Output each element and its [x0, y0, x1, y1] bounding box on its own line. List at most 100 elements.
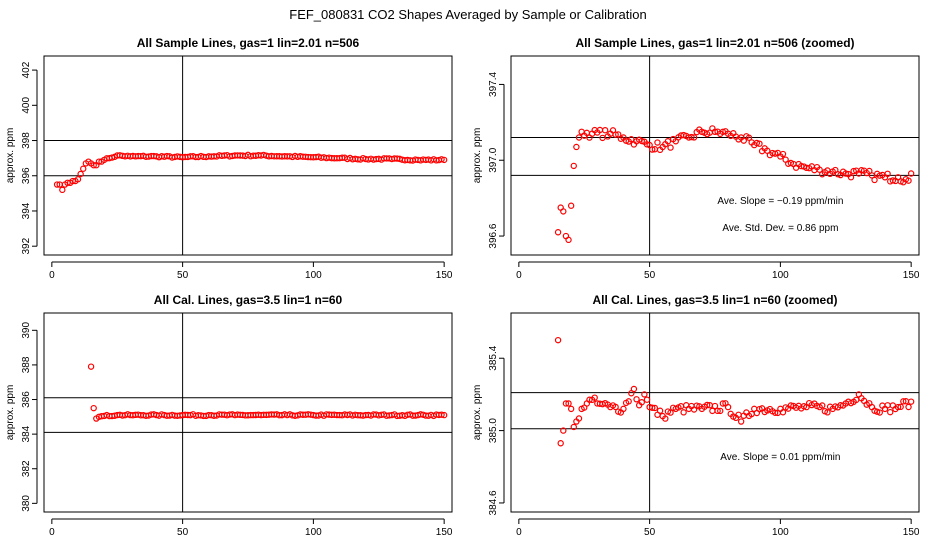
data-point [646, 141, 653, 149]
data-point [771, 150, 779, 157]
data-point [887, 408, 894, 416]
data-point [771, 409, 779, 416]
data-point [711, 128, 719, 136]
data-point [438, 156, 445, 163]
data-point [900, 398, 907, 405]
data-point [77, 170, 84, 178]
data-point [108, 154, 116, 161]
data-point [601, 126, 609, 134]
data-point [871, 176, 878, 184]
data-point [714, 407, 721, 415]
data-point [80, 165, 87, 172]
x-tick-label: 50 [177, 527, 189, 538]
y-tick-label: 384.6 [488, 490, 499, 515]
data-point [690, 134, 698, 141]
x-tick-label: 50 [644, 270, 656, 281]
panels-group: All Sample Lines, gas=1 lin=2.01 n=506 0 5… [5, 36, 920, 538]
y-tick-label: 385.0 [488, 418, 499, 443]
data-point [641, 391, 648, 398]
data-point [90, 161, 97, 169]
data-point [842, 170, 849, 177]
x-tick-label: 0 [49, 527, 55, 538]
x-tick-label: 150 [436, 270, 453, 281]
x-tick-label: 100 [772, 527, 789, 538]
data-point [567, 202, 575, 209]
panel-cal-full: All Cal. Lines, gas=3.5 lin=1 n=60 0 50 100… [5, 293, 453, 538]
data-point [905, 403, 912, 411]
data-point [889, 177, 897, 184]
data-point [737, 418, 745, 425]
panel-sample-zoomed: All Sample Lines, gas=1 lin=2.01 n=506 (… [472, 36, 920, 281]
data-point [850, 167, 857, 175]
data-point [907, 170, 915, 177]
data-point [554, 229, 562, 236]
data-point [894, 403, 902, 411]
y-tick-label: 388 [21, 356, 32, 373]
data-point [565, 236, 572, 244]
y-tick-label: 396 [21, 167, 32, 184]
data-point [858, 167, 865, 174]
data-point [554, 336, 562, 344]
data-point [625, 398, 632, 405]
y-tick-label: 380 [21, 495, 32, 512]
panel-title: All Cal. Lines, gas=3.5 lin=1 n=60 (zoom… [592, 293, 837, 307]
data-point [756, 140, 763, 147]
data-point [717, 407, 724, 415]
data-point [719, 400, 727, 407]
data-point [438, 411, 445, 418]
data-point [628, 136, 635, 143]
x-tick-label: 50 [177, 270, 189, 281]
data-point [884, 170, 891, 178]
data-point [664, 138, 672, 145]
panel-cal-zoomed: All Cal. Lines, gas=3.5 lin=1 n=60 (zoom… [472, 293, 920, 538]
y-tick-label: 386 [21, 391, 32, 408]
data-point [787, 402, 795, 409]
data-point [819, 402, 826, 409]
data-point [824, 409, 831, 416]
data-point [440, 411, 448, 419]
data-point [643, 396, 651, 403]
x-tick-label: 150 [903, 527, 920, 538]
data-point [680, 409, 687, 416]
data-point [654, 139, 661, 146]
data-point [667, 409, 674, 416]
data-point [905, 177, 912, 184]
data-point [779, 150, 787, 158]
panel-title: All Sample Lines, gas=1 lin=2.01 n=506 [137, 36, 360, 50]
y-tick-label: 396.6 [488, 223, 499, 248]
x-tick-label: 50 [644, 527, 656, 538]
y-tick-label: 394 [21, 202, 32, 219]
panel-sample-full: All Sample Lines, gas=1 lin=2.01 n=506 0 5… [5, 36, 453, 281]
panel-annotation: Ave. Slope = 0.01 ppm/min [720, 452, 840, 463]
data-point [560, 208, 567, 215]
data-point [90, 404, 97, 412]
data-point [59, 186, 66, 194]
data-point [560, 427, 567, 434]
y-tick-label: 382 [21, 460, 32, 477]
data-point [816, 166, 823, 173]
data-point [649, 146, 656, 153]
panel-annotation: Ave. Std. Dev. = 0.86 ppm [722, 223, 838, 234]
data-point [570, 162, 577, 170]
x-tick-label: 0 [516, 270, 522, 281]
data-point [573, 143, 580, 151]
data-point [638, 399, 645, 406]
data-point [612, 131, 619, 138]
plot-frame [43, 312, 453, 513]
data-point [612, 403, 619, 411]
data-point [897, 403, 904, 411]
data-point [649, 404, 656, 411]
y-axis-label: approx. ppm [472, 385, 483, 441]
x-tick-label: 0 [49, 270, 55, 281]
data-point [703, 401, 711, 409]
plot-frame [43, 55, 453, 256]
x-tick-label: 150 [436, 527, 453, 538]
data-point [847, 174, 855, 181]
data-point [53, 181, 61, 188]
data-point [586, 396, 593, 403]
data-point [557, 440, 564, 447]
figure-title: FEF_080831 CO2 Shapes Averaged by Sample… [289, 7, 646, 22]
y-tick-label: 390 [21, 322, 32, 339]
y-tick-label: 392 [21, 237, 32, 254]
x-tick-label: 100 [305, 527, 322, 538]
